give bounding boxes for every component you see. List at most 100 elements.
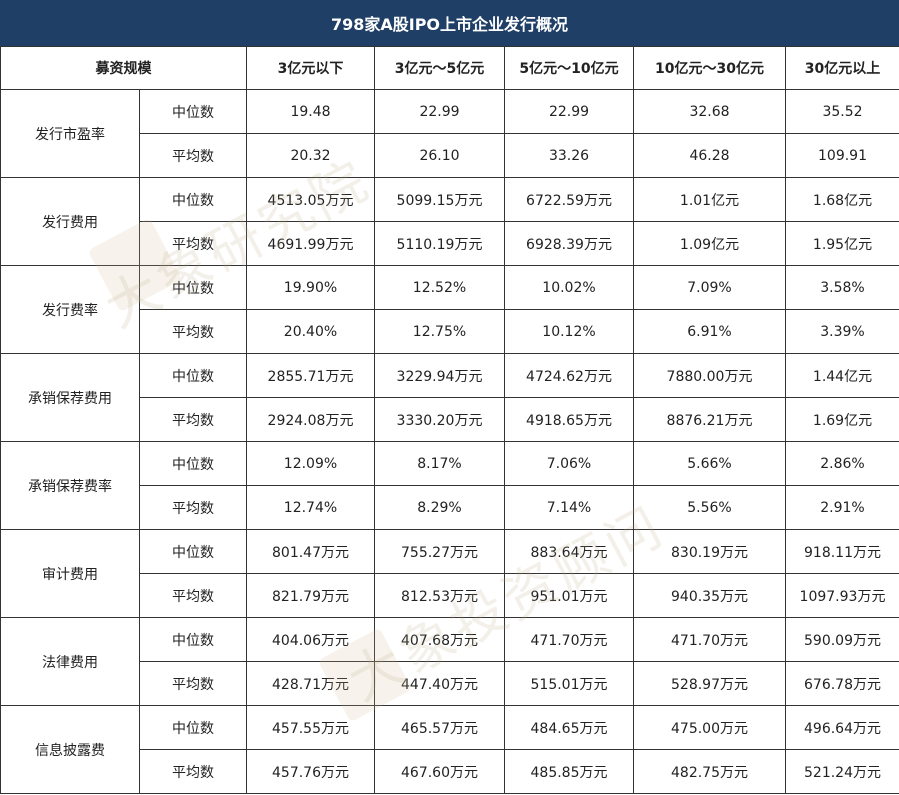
table-row: 平均数 20.32 26.10 33.26 46.28 109.91: [1, 133, 899, 178]
value-cell: 12.09%: [246, 441, 375, 486]
value-cell: 32.68: [633, 89, 786, 134]
value-cell: 951.01万元: [504, 573, 634, 618]
value-cell: 2.91%: [785, 485, 899, 530]
value-cell: 1.09亿元: [633, 221, 786, 266]
value-cell: 4513.05万元: [246, 177, 375, 222]
stat-label: 平均数: [139, 133, 247, 178]
value-cell: 465.57万元: [374, 705, 505, 750]
value-cell: 20.40%: [246, 309, 375, 354]
stat-label: 平均数: [139, 309, 247, 354]
metric-category: 发行费用: [0, 177, 140, 266]
value-cell: 755.27万元: [374, 529, 505, 574]
value-cell: 2855.71万元: [246, 353, 375, 398]
stat-label: 平均数: [139, 397, 247, 442]
value-cell: 515.01万元: [504, 661, 634, 706]
value-cell: 1.69亿元: [785, 397, 899, 442]
value-cell: 6928.39万元: [504, 221, 634, 266]
table-title: 798家A股IPO上市企业发行概况: [0, 0, 899, 46]
table-row: 承销保荐费用 中位数 2855.71万元 3229.94万元 4724.62万元 7880…: [0, 353, 899, 442]
value-cell: 5099.15万元: [374, 177, 505, 222]
value-cell: 821.79万元: [246, 573, 375, 618]
value-cell: 8.29%: [374, 485, 505, 530]
value-cell: 676.78万元: [785, 661, 899, 706]
value-cell: 3.39%: [785, 309, 899, 354]
value-cell: 482.75万元: [633, 749, 786, 794]
value-cell: 7.06%: [504, 441, 634, 486]
value-cell: 3.58%: [785, 265, 899, 310]
stat-label: 平均数: [139, 573, 247, 618]
value-cell: 590.09万元: [785, 617, 899, 662]
table-row: 平均数 20.40% 12.75% 10.12% 6.91% 3.39%: [1, 309, 899, 354]
value-cell: 8.17%: [374, 441, 505, 486]
header-col-2: 3亿元～5亿元: [374, 46, 505, 90]
header-col-4: 10亿元～30亿元: [633, 46, 786, 90]
table-row: 发行费率 中位数 19.90% 12.52% 10.02% 7.09% 3.58%: [0, 265, 899, 354]
value-cell: 471.70万元: [504, 617, 634, 662]
value-cell: 5.56%: [633, 485, 786, 530]
value-cell: 801.47万元: [246, 529, 375, 574]
value-cell: 428.71万元: [246, 661, 375, 706]
table-row: 平均数 4691.99万元 5110.19万元 6928.39万元 1.09亿元 1.95…: [1, 221, 899, 266]
header-col-3: 5亿元～10亿元: [504, 46, 634, 90]
table-row: 平均数 821.79万元 812.53万元 951.01万元 940.35万元 1097.…: [1, 573, 899, 618]
metric-category: 发行费率: [0, 265, 140, 354]
value-cell: 33.26: [504, 133, 634, 178]
table-row: 平均数 428.71万元 447.40万元 515.01万元 528.97万元 676.7…: [1, 661, 899, 706]
header-col-5: 30亿元以上: [785, 46, 899, 90]
stat-label: 中位数: [139, 529, 247, 574]
table-row: 审计费用 中位数 801.47万元 755.27万元 883.64万元 830.19万元 9…: [0, 529, 899, 618]
value-cell: 1.68亿元: [785, 177, 899, 222]
stat-label: 中位数: [139, 705, 247, 750]
value-cell: 484.65万元: [504, 705, 634, 750]
value-cell: 10.02%: [504, 265, 634, 310]
value-cell: 19.90%: [246, 265, 375, 310]
value-cell: 7880.00万元: [633, 353, 786, 398]
value-cell: 1.44亿元: [785, 353, 899, 398]
value-cell: 918.11万元: [785, 529, 899, 574]
value-cell: 12.74%: [246, 485, 375, 530]
value-cell: 46.28: [633, 133, 786, 178]
value-cell: 7.09%: [633, 265, 786, 310]
value-cell: 12.75%: [374, 309, 505, 354]
value-cell: 3330.20万元: [374, 397, 505, 442]
value-cell: 467.60万元: [374, 749, 505, 794]
value-cell: 407.68万元: [374, 617, 505, 662]
metric-category: 发行市盈率: [0, 89, 140, 178]
header-scale-label: 募资规模: [0, 46, 247, 90]
stat-label: 中位数: [139, 265, 247, 310]
value-cell: 3229.94万元: [374, 353, 505, 398]
stat-label: 平均数: [139, 749, 247, 794]
value-cell: 22.99: [374, 89, 505, 134]
value-cell: 4724.62万元: [504, 353, 634, 398]
stat-label: 中位数: [139, 89, 247, 134]
metric-category: 承销保荐费率: [0, 441, 140, 530]
value-cell: 521.24万元: [785, 749, 899, 794]
metric-category: 信息披露费: [0, 705, 140, 794]
value-cell: 1.95亿元: [785, 221, 899, 266]
value-cell: 10.12%: [504, 309, 634, 354]
table-row: 法律费用 中位数 404.06万元 407.68万元 471.70万元 471.70万元 5…: [0, 617, 899, 706]
value-cell: 1097.93万元: [785, 573, 899, 618]
stat-label: 中位数: [139, 177, 247, 222]
value-cell: 6722.59万元: [504, 177, 634, 222]
stat-label: 中位数: [139, 353, 247, 398]
value-cell: 5.66%: [633, 441, 786, 486]
value-cell: 475.00万元: [633, 705, 786, 750]
value-cell: 883.64万元: [504, 529, 634, 574]
value-cell: 7.14%: [504, 485, 634, 530]
table-row: 平均数 12.74% 8.29% 7.14% 5.56% 2.91%: [1, 485, 899, 530]
value-cell: 8876.21万元: [633, 397, 786, 442]
value-cell: 830.19万元: [633, 529, 786, 574]
stat-label: 平均数: [139, 485, 247, 530]
value-cell: 22.99: [504, 89, 634, 134]
value-cell: 35.52: [785, 89, 899, 134]
value-cell: 471.70万元: [633, 617, 786, 662]
table-row: 平均数 457.76万元 467.60万元 485.85万元 482.75万元 521.2…: [1, 749, 899, 794]
value-cell: 940.35万元: [633, 573, 786, 618]
value-cell: 4918.65万元: [504, 397, 634, 442]
value-cell: 5110.19万元: [374, 221, 505, 266]
metric-category: 法律费用: [0, 617, 140, 706]
value-cell: 2924.08万元: [246, 397, 375, 442]
value-cell: 26.10: [374, 133, 505, 178]
